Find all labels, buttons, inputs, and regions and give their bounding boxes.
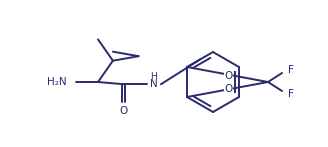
Text: H₂N: H₂N xyxy=(47,77,67,87)
Text: F: F xyxy=(288,65,294,75)
Text: H: H xyxy=(151,72,157,81)
Text: O: O xyxy=(224,83,233,93)
Text: O: O xyxy=(120,106,128,116)
Text: F: F xyxy=(288,89,294,99)
Text: O: O xyxy=(224,71,233,81)
Text: N: N xyxy=(150,79,158,89)
